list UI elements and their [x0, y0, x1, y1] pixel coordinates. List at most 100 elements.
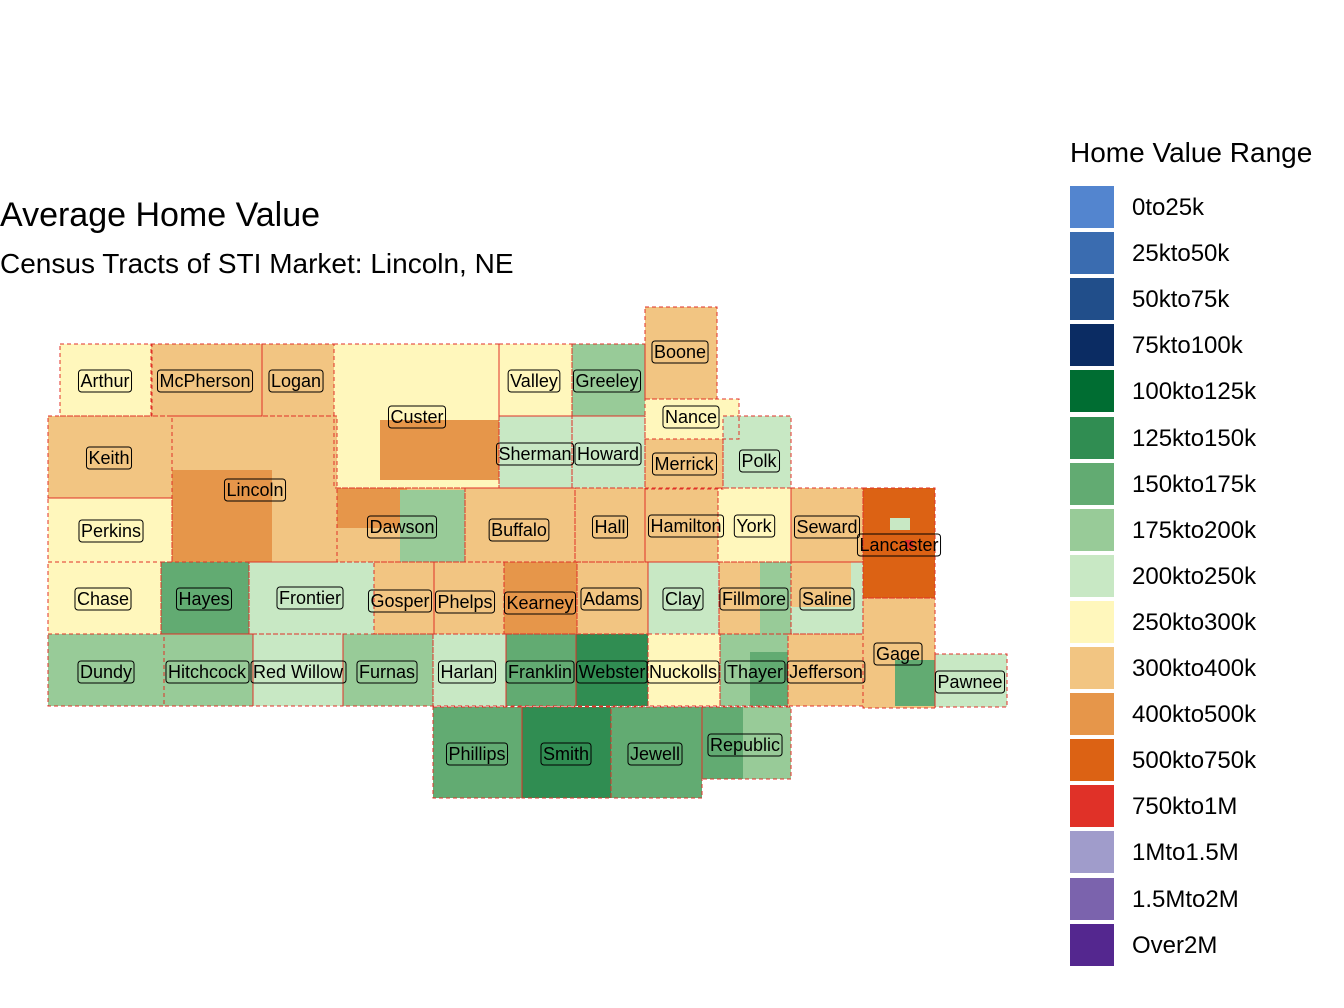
county-label: Perkins: [78, 519, 144, 543]
county-label: Hall: [591, 515, 629, 539]
county-hayes: [160, 561, 250, 635]
map-title: Average Home Value: [0, 196, 321, 234]
legend-item: 750kto1M: [1070, 785, 1340, 828]
county-label-text: Clay: [665, 589, 701, 609]
legend-item: 1.5Mto2M: [1070, 877, 1340, 920]
county-label: Arthur: [77, 369, 133, 393]
legend-item: 175kto200k: [1070, 508, 1340, 551]
county-label-box: [445, 742, 509, 766]
county-label-box: [495, 442, 575, 466]
county-label-text: Hayes: [178, 589, 229, 609]
county-label-box: [873, 642, 923, 666]
county-label-text: Webster: [579, 662, 646, 682]
county-label: Thayer: [724, 660, 786, 684]
county-label-box: [652, 452, 717, 476]
legend-swatch: [1070, 370, 1114, 413]
tract: [890, 518, 910, 530]
county-label: Hayes: [175, 587, 233, 611]
county-border: [571, 415, 646, 489]
county-arthur: [59, 343, 153, 417]
tract-detail: [172, 420, 935, 779]
county-label-box: [77, 660, 135, 684]
county-border: [787, 633, 864, 707]
county-label-box: [367, 589, 433, 613]
county-label-text: Frontier: [279, 588, 341, 608]
county-label: Frontier: [276, 586, 344, 610]
tract: [791, 562, 851, 607]
county-label: Jewell: [627, 742, 683, 766]
county-seward: [790, 487, 864, 563]
county-label-text: Arthur: [80, 371, 129, 391]
county-label-box: [646, 660, 720, 684]
county-label-text: Seward: [796, 517, 857, 537]
legend-item: Over2M: [1070, 923, 1340, 966]
county-label-text: Smith: [543, 744, 589, 764]
legend-swatch: [1070, 647, 1114, 689]
county-label-text: Valley: [510, 371, 558, 391]
county-label: Dundy: [77, 660, 135, 684]
county-jewell: [610, 706, 703, 799]
county-label: Jefferson: [786, 660, 866, 684]
legend-label: 25kto50k: [1132, 240, 1230, 268]
county-label: York: [733, 514, 776, 538]
legend-item: 300kto400k: [1070, 647, 1340, 689]
county-label-box: [85, 446, 133, 470]
county-label-box: [540, 742, 592, 766]
county-label: Lincoln: [223, 478, 287, 502]
legend-item: 125kto150k: [1070, 416, 1340, 459]
legend-swatch: [1070, 785, 1114, 828]
county-howard: [571, 415, 646, 489]
county-label: Seward: [793, 515, 861, 539]
county-label-text: Chase: [77, 589, 129, 609]
county-label-text: Pawnee: [937, 672, 1002, 692]
legend-swatch: [1070, 831, 1114, 874]
legend-item: 400kto500k: [1070, 693, 1340, 736]
tract: [760, 562, 791, 634]
county-label-box: [78, 519, 144, 543]
county-label-text: Thayer: [727, 662, 783, 682]
county-label-text: Perkins: [81, 521, 141, 541]
county-label: Phillips: [445, 742, 509, 766]
legend-item: 50kto75k: [1070, 278, 1340, 321]
county-border: [647, 633, 721, 707]
county-label: Nuckolls: [646, 660, 720, 684]
county-franklin: [505, 633, 577, 707]
legend-label: 200kto250k: [1132, 562, 1257, 590]
legend-label: 75kto100k: [1132, 332, 1243, 360]
county-pawnee: [934, 653, 1008, 708]
legend-label: 1Mto1.5M: [1132, 839, 1239, 867]
legend-item: 25kto50k: [1070, 232, 1340, 275]
tract: [380, 420, 499, 480]
county-label-box: [175, 587, 233, 611]
legend-item: 0to25k: [1070, 186, 1340, 228]
county-label-text: Custer: [390, 407, 443, 427]
tract: [400, 490, 465, 562]
county-label-box: [580, 587, 642, 611]
county-label-box: [786, 660, 866, 684]
county-label-box: [165, 660, 250, 684]
county-hall: [574, 487, 646, 563]
county-label-box: [856, 533, 942, 557]
county-label: Chase: [74, 587, 132, 611]
county-label: Polk: [738, 449, 781, 473]
legend-item: 500kto750k: [1070, 739, 1340, 782]
county-label: Franklin: [505, 660, 575, 684]
county-label: Smith: [540, 742, 592, 766]
tract: [702, 707, 743, 779]
county-border: [862, 597, 936, 709]
county-label-box: [724, 660, 786, 684]
county-border: [644, 398, 740, 440]
county-label: Greeley: [572, 369, 642, 393]
legend-item: 1Mto1.5M: [1070, 831, 1340, 874]
tract: [743, 707, 791, 779]
county-border: [160, 561, 250, 635]
tract: [504, 578, 577, 634]
county-border: [701, 706, 792, 780]
legend-label: 0to25k: [1132, 194, 1205, 221]
county-label-box: [662, 405, 720, 429]
county-label-text: Buffalo: [491, 520, 547, 540]
county-label: Furnas: [356, 660, 418, 684]
legend-swatch: [1070, 186, 1114, 228]
county-label: Logan: [268, 369, 324, 393]
county-label-box: [507, 369, 561, 393]
